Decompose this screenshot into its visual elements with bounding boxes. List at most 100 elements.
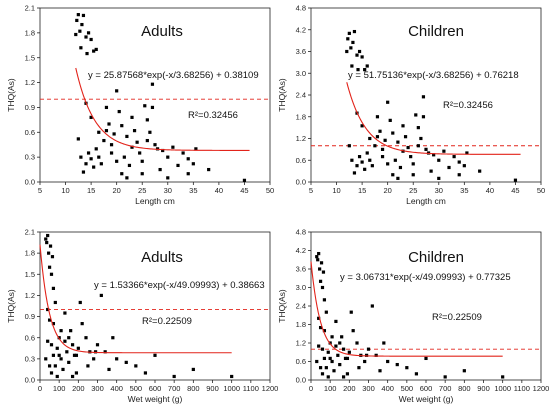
data-point	[143, 371, 148, 375]
chart-panel-2: 5 10 15 20 25 30 35 40 45 50 0.0 0.6 1.2 1.8 2.4 3.0 3.6…	[277, 4, 545, 206]
data-point	[181, 151, 185, 155]
fit-curve	[310, 261, 503, 357]
chart-panel-3: 0 100 200 300 400 500 600 700 800 900 1000 1100 1200…	[6, 228, 278, 404]
x-tick-label: 500	[130, 384, 143, 393]
data-point	[115, 357, 119, 361]
data-point	[120, 124, 124, 128]
data-point	[76, 346, 80, 350]
data-point	[107, 122, 111, 126]
data-point	[328, 356, 332, 361]
data-point	[92, 357, 96, 361]
chart-title: Adults	[141, 23, 183, 40]
data-point	[366, 347, 371, 351]
y-tick-label: 1.8	[25, 28, 35, 37]
data-point	[107, 367, 111, 372]
data-point	[380, 155, 385, 159]
x-axis-label: Length cm	[406, 196, 446, 206]
data-point	[94, 47, 98, 52]
data-point	[124, 360, 128, 364]
data-point	[360, 124, 364, 128]
x-tick-label: 100	[53, 384, 66, 393]
y-tick-label: 2.4	[296, 302, 306, 311]
data-point	[47, 251, 51, 255]
data-point	[76, 137, 80, 141]
x-tick-label: 50	[266, 186, 274, 195]
data-point	[375, 135, 380, 139]
r-squared-label: R²=0.32456	[443, 100, 493, 111]
data-point	[55, 374, 59, 379]
x-tick-label: 1100	[514, 384, 530, 393]
data-point	[345, 372, 350, 376]
data-point	[330, 335, 334, 339]
x-tick-label: 900	[477, 384, 490, 393]
x-tick-label: 30	[164, 186, 172, 195]
x-tick-label: 1100	[243, 384, 259, 393]
fit-equation: y = 51.75136*exp(-x/3.68256) + 0.76218	[348, 70, 519, 81]
data-point	[424, 356, 428, 361]
data-point	[419, 136, 423, 141]
data-point	[81, 170, 86, 174]
data-point	[414, 372, 419, 376]
y-tick-label: 0.6	[296, 357, 306, 366]
data-point	[45, 240, 49, 245]
data-point	[341, 375, 346, 379]
x-tick-label: 20	[112, 186, 120, 195]
data-point	[51, 322, 56, 326]
data-point	[326, 375, 330, 379]
x-tick-label: 10	[61, 186, 69, 195]
data-point	[148, 130, 152, 134]
data-point	[416, 144, 420, 148]
y-tick-label: 3.0	[296, 283, 306, 292]
data-point	[360, 160, 364, 164]
data-point	[370, 304, 374, 308]
chart-title: Children	[408, 23, 464, 40]
data-point	[403, 135, 408, 139]
data-point	[109, 151, 114, 155]
data-point	[69, 329, 73, 333]
data-point	[355, 53, 359, 57]
data-point	[84, 336, 88, 340]
data-point	[347, 144, 351, 148]
data-point	[191, 162, 195, 166]
data-point	[321, 270, 326, 274]
data-point	[317, 344, 321, 348]
data-point	[84, 35, 88, 39]
x-tick-label: 700	[168, 384, 181, 393]
data-point	[115, 159, 119, 163]
data-point	[48, 244, 53, 248]
data-point	[74, 32, 78, 37]
data-point	[334, 319, 338, 324]
data-point	[78, 300, 82, 305]
data-point	[74, 353, 79, 357]
x-tick-label: 300	[362, 384, 375, 393]
data-point	[324, 366, 328, 370]
data-point	[194, 147, 198, 151]
data-point	[355, 341, 359, 345]
x-tick-label: 35	[460, 186, 468, 195]
data-point	[411, 162, 415, 166]
x-tick-label: 5	[38, 186, 42, 195]
data-point	[319, 261, 324, 265]
y-tick-label: 1.8	[296, 112, 306, 121]
data-point	[186, 172, 190, 176]
y-tick-label: 3.6	[296, 265, 306, 274]
data-point	[89, 115, 93, 119]
data-point	[53, 364, 57, 368]
x-tick-label: 800	[458, 384, 471, 393]
data-point	[143, 104, 147, 108]
chart-title: Children	[408, 249, 464, 266]
x-tick-label: 1000	[494, 384, 511, 393]
x-tick-label: 35	[189, 186, 197, 195]
y-tick-label: 0.0	[296, 376, 306, 385]
data-point	[411, 173, 415, 177]
data-point	[94, 147, 98, 151]
data-point	[47, 265, 52, 269]
x-tick-label: 40	[215, 186, 223, 195]
y-axis-label: THQ(As)	[277, 78, 287, 112]
data-point	[51, 353, 56, 357]
data-point	[130, 145, 134, 149]
data-point	[401, 124, 405, 128]
data-point	[363, 359, 367, 364]
data-point	[363, 68, 367, 72]
data-point	[350, 158, 354, 162]
